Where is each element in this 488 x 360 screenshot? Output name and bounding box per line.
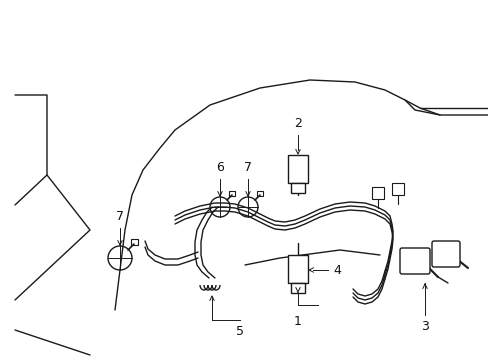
Text: 7: 7: [116, 210, 124, 223]
Bar: [228, 191, 235, 196]
Text: 5: 5: [236, 325, 244, 338]
Bar: [290, 183, 305, 193]
Text: 3: 3: [420, 320, 428, 333]
Bar: [371, 187, 383, 199]
FancyBboxPatch shape: [431, 241, 459, 267]
Bar: [287, 255, 307, 283]
Text: 1: 1: [293, 315, 301, 328]
Bar: [287, 155, 307, 183]
Text: 7: 7: [244, 161, 251, 174]
Text: 2: 2: [293, 117, 301, 130]
Bar: [290, 283, 305, 293]
Bar: [257, 191, 263, 196]
Bar: [391, 183, 403, 195]
Text: 4: 4: [332, 264, 340, 276]
Bar: [131, 239, 138, 245]
FancyBboxPatch shape: [399, 248, 429, 274]
Text: 6: 6: [216, 161, 224, 174]
